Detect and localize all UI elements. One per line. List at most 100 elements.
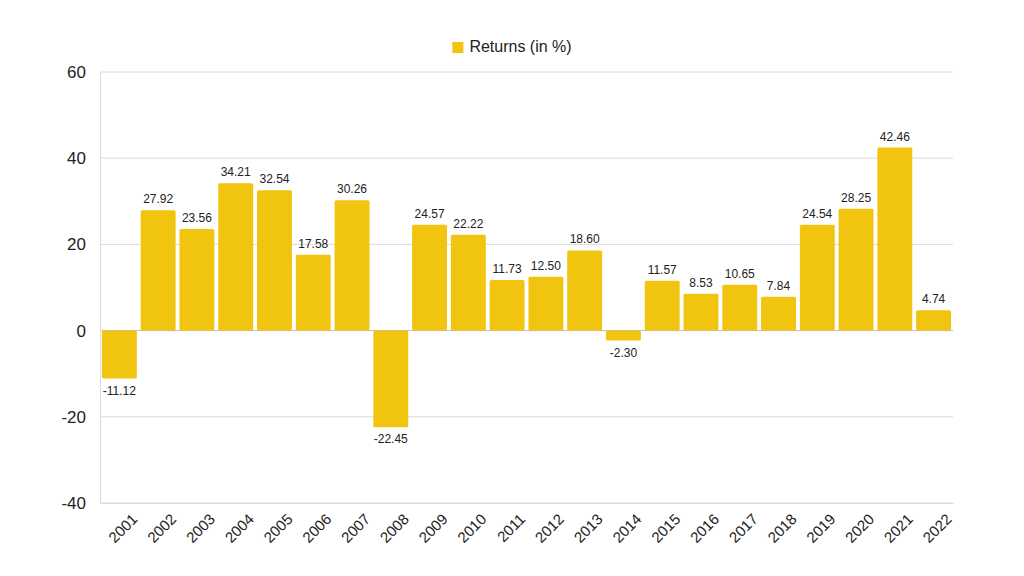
x-tick-label: 2009 bbox=[415, 510, 451, 546]
bar bbox=[684, 294, 719, 331]
y-tick-label: 20 bbox=[67, 235, 86, 254]
data-label: 17.58 bbox=[298, 237, 328, 251]
legend-label: Returns (in %) bbox=[469, 38, 571, 55]
y-tick: 40 bbox=[67, 149, 100, 168]
x-tick: 2013 bbox=[570, 503, 606, 546]
bar bbox=[916, 310, 951, 330]
x-tick-label: 2019 bbox=[803, 510, 839, 546]
x-tick: 2006 bbox=[299, 503, 335, 546]
x-tick: 2019 bbox=[803, 503, 839, 546]
x-tick-label: 2020 bbox=[842, 510, 878, 546]
y-axis: -40 -20 0 20 40 60 bbox=[61, 63, 100, 513]
bar bbox=[335, 200, 370, 330]
y-axis-line bbox=[100, 73, 101, 504]
x-tick-label: 2005 bbox=[260, 510, 296, 546]
data-label: 30.26 bbox=[337, 182, 367, 196]
data-label: 11.57 bbox=[648, 263, 677, 277]
x-tick-label: 2012 bbox=[531, 510, 567, 546]
data-label: 27.92 bbox=[143, 192, 173, 206]
x-tick: 2003 bbox=[183, 503, 219, 546]
x-tick: 2008 bbox=[376, 503, 412, 546]
grid-line bbox=[100, 503, 953, 504]
y-tick: 0 bbox=[77, 322, 100, 341]
x-tick: 2012 bbox=[531, 503, 567, 546]
x-tick-label: 2022 bbox=[919, 510, 955, 546]
x-tick-label: 2011 bbox=[493, 510, 528, 545]
bar bbox=[102, 331, 137, 379]
y-tick: 60 bbox=[67, 63, 100, 82]
x-axis: 2001200220032004200520062007200820092010… bbox=[101, 503, 955, 546]
x-tick-label: 2001 bbox=[105, 510, 141, 546]
legend-item: Returns (in %) bbox=[452, 38, 571, 55]
grid-line bbox=[100, 158, 953, 159]
bar bbox=[761, 297, 796, 331]
data-label: 12.50 bbox=[531, 259, 561, 273]
x-tick-label: 2016 bbox=[687, 510, 723, 546]
y-tick-label: 40 bbox=[67, 149, 86, 168]
bar bbox=[722, 285, 757, 331]
bar bbox=[296, 255, 331, 331]
bar bbox=[839, 209, 874, 331]
x-tick: 2020 bbox=[842, 503, 878, 546]
bar bbox=[567, 250, 602, 330]
x-tick-label: 2004 bbox=[221, 510, 257, 546]
x-tick-label: 2013 bbox=[570, 510, 606, 546]
bar bbox=[141, 210, 176, 330]
x-tick-label: 2007 bbox=[338, 510, 374, 546]
x-tick-label: 2010 bbox=[454, 510, 490, 546]
x-tick-label: 2014 bbox=[609, 510, 645, 546]
data-label: 42.46 bbox=[880, 130, 910, 144]
bar bbox=[373, 331, 408, 428]
bars bbox=[102, 148, 951, 428]
bar bbox=[877, 148, 912, 331]
data-label: 22.22 bbox=[453, 217, 483, 231]
grid bbox=[100, 72, 953, 503]
x-tick: 2016 bbox=[687, 503, 723, 546]
x-tick: 2009 bbox=[415, 503, 451, 546]
legend: Returns (in %) bbox=[452, 38, 571, 55]
bar bbox=[800, 225, 835, 331]
data-label: 11.73 bbox=[493, 262, 522, 276]
x-tick-label: 2015 bbox=[648, 510, 684, 546]
data-label: 8.53 bbox=[689, 276, 713, 290]
y-tick-label: 0 bbox=[77, 322, 86, 341]
data-label: -2.30 bbox=[610, 346, 638, 360]
data-label: 7.84 bbox=[767, 279, 791, 293]
y-tick: 20 bbox=[67, 235, 100, 254]
y-tick: -20 bbox=[61, 408, 100, 427]
bar bbox=[257, 190, 292, 330]
data-labels: -11.1227.9223.5634.2132.5417.5830.26-22.… bbox=[103, 130, 946, 447]
bar bbox=[528, 277, 563, 331]
x-tick-label: 2006 bbox=[299, 510, 335, 546]
x-tick-label: 2018 bbox=[764, 510, 800, 546]
data-label: 28.25 bbox=[841, 191, 871, 205]
x-tick: 2021 bbox=[880, 503, 916, 546]
x-tick: 2007 bbox=[338, 503, 374, 546]
x-tick-label: 2003 bbox=[183, 510, 219, 546]
bar bbox=[606, 331, 641, 341]
y-tick: -40 bbox=[61, 494, 100, 513]
x-tick: 2011 bbox=[493, 503, 528, 545]
x-tick-label: 2021 bbox=[880, 510, 916, 546]
data-label: 10.65 bbox=[725, 267, 755, 281]
x-tick-label: 2002 bbox=[144, 510, 180, 546]
bar bbox=[218, 183, 253, 330]
data-label: 4.74 bbox=[922, 292, 946, 306]
data-label: 24.57 bbox=[415, 207, 445, 221]
chart: -40-200204060200120022003200420052006200… bbox=[0, 0, 1024, 576]
x-tick: 2001 bbox=[105, 503, 141, 546]
x-axis-line bbox=[101, 503, 954, 504]
data-label: 23.56 bbox=[182, 211, 212, 225]
data-label: -22.45 bbox=[374, 432, 408, 446]
bar bbox=[645, 281, 680, 331]
data-label: -11.12 bbox=[103, 384, 136, 398]
x-tick: 2010 bbox=[454, 503, 490, 546]
grid-line bbox=[100, 72, 953, 73]
bar bbox=[451, 235, 486, 331]
data-label: 32.54 bbox=[259, 172, 289, 186]
y-tick-label: -20 bbox=[61, 408, 86, 427]
y-tick-label: -40 bbox=[61, 494, 86, 513]
x-tick: 2017 bbox=[725, 503, 761, 546]
x-tick: 2022 bbox=[919, 503, 955, 546]
legend-swatch bbox=[452, 42, 463, 53]
